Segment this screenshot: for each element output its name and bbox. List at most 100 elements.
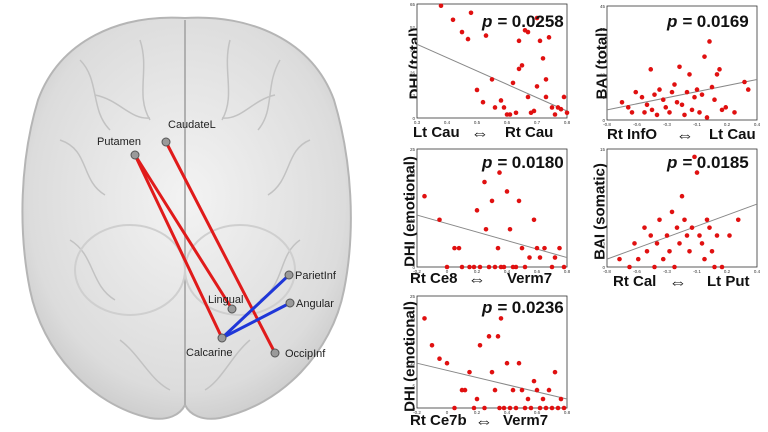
p-number: 0.0236	[511, 298, 564, 317]
plot-frame	[416, 295, 568, 409]
data-point	[429, 342, 435, 348]
node-putamen	[130, 150, 140, 160]
node-label-calcarine: Calcarine	[186, 347, 232, 359]
data-point	[644, 248, 650, 254]
data-point	[462, 387, 468, 393]
data-point	[452, 405, 457, 411]
data-point	[489, 198, 495, 204]
data-point	[543, 405, 549, 411]
y-tick-label: 15	[600, 147, 606, 152]
data-point	[674, 225, 680, 230]
data-point	[652, 92, 657, 97]
data-point	[717, 67, 722, 72]
data-point	[422, 193, 427, 199]
x-right-region: Verm7	[507, 270, 553, 287]
data-point	[549, 405, 555, 411]
x-tick-label: 0.8	[564, 269, 571, 274]
y-tick-label: 12	[600, 171, 606, 176]
x-tick-label: -0.1	[693, 122, 701, 127]
y-tick-label: 25	[410, 147, 416, 152]
data-point	[546, 35, 552, 40]
plot-frame	[416, 148, 568, 268]
panel-bai-somatic: BAI (somatic) 0 3 6 9 12 15 -0.8 -0.6 -0.3 -0.1 0.…	[585, 145, 765, 292]
y-tick-label: 15	[410, 194, 416, 199]
x-tick-label: -0.8	[603, 269, 611, 274]
x-left-region: Rt Cal	[613, 273, 657, 290]
plot-frame	[416, 3, 568, 119]
data-point	[735, 217, 741, 223]
data-point	[742, 79, 747, 85]
plot-frame	[606, 148, 758, 268]
data-point	[672, 264, 677, 270]
node-label-parietinf: ParietInf	[295, 270, 337, 282]
data-point	[516, 66, 522, 72]
p-label: p =	[482, 12, 512, 31]
x-tick-label: 0.4	[444, 120, 451, 125]
data-point	[619, 99, 625, 105]
p-label: p =	[667, 153, 697, 172]
data-point	[712, 264, 717, 270]
data-point	[561, 264, 567, 270]
data-point	[557, 245, 562, 251]
data-point	[525, 396, 531, 402]
node-angular	[285, 298, 295, 308]
data-point	[474, 396, 480, 402]
data-point	[677, 241, 682, 246]
data-point	[492, 105, 498, 110]
data-point	[507, 405, 513, 411]
x-tick-label: -0.6	[633, 122, 641, 127]
data-point	[477, 342, 483, 348]
node-parietinf	[284, 270, 294, 280]
data-point	[648, 233, 654, 238]
data-point	[694, 170, 700, 175]
data-point	[667, 248, 672, 254]
data-point	[507, 226, 513, 232]
data-point	[660, 256, 666, 262]
data-point	[444, 360, 450, 366]
data-point	[498, 316, 504, 321]
data-point	[459, 29, 465, 35]
double-arrow-icon: ⇔	[475, 411, 493, 431]
data-point	[510, 387, 516, 393]
data-point	[709, 84, 715, 90]
brain-connectivity-diagram: Putamen CaudateL ParietInf Angular Lingual Ca…	[21, 16, 352, 420]
y-tick-label: 0	[602, 265, 605, 270]
x-tick-label: 0.6	[534, 269, 541, 274]
edge-calcarine-angular	[220, 301, 292, 340]
x-tick-label: -0.6	[633, 269, 641, 274]
data-point	[528, 405, 534, 411]
data-point	[474, 208, 480, 213]
data-point	[543, 77, 549, 82]
data-point	[679, 102, 685, 108]
data-point	[561, 405, 567, 411]
plot-frame	[606, 5, 758, 121]
data-point	[510, 80, 516, 86]
data-point	[687, 248, 692, 254]
data-point	[674, 99, 680, 105]
y-tick-label: 0	[412, 265, 415, 270]
x-tick-label: 0.4	[504, 269, 511, 274]
y-tick-label: 6	[602, 218, 605, 223]
edge-putamen-calcarine	[133, 153, 224, 340]
double-arrow-icon: ⇔	[669, 272, 687, 292]
data-point	[516, 38, 522, 44]
data-point	[667, 110, 672, 115]
data-point	[497, 405, 502, 411]
data-point	[694, 87, 700, 92]
data-point	[444, 264, 450, 270]
trend-line	[416, 362, 568, 400]
y-tick-label: 18	[600, 72, 606, 77]
data-point	[699, 241, 705, 246]
data-point	[660, 97, 666, 103]
node-occipinf	[270, 348, 280, 358]
data-point	[465, 36, 471, 42]
edge-calcarine-parietinf	[220, 273, 291, 340]
data-point	[525, 29, 531, 35]
x-tick-label: -0.8	[603, 122, 611, 127]
x-tick-label: 0.8	[564, 120, 571, 125]
panel-dhi-emotional-2: DHI (emotional) 0 5 10 15 20 25 -0.2 0 0.2 0.4 0.6…	[395, 290, 575, 432]
data-point	[438, 3, 444, 9]
data-point	[657, 217, 662, 223]
data-point	[534, 387, 540, 393]
